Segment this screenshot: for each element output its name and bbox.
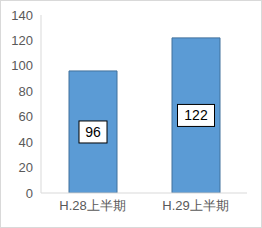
svg-text:100: 100: [11, 58, 33, 73]
svg-text:0: 0: [26, 186, 33, 201]
svg-text:40: 40: [19, 135, 33, 150]
svg-text:96: 96: [85, 124, 101, 140]
svg-text:140: 140: [11, 8, 33, 23]
svg-text:60: 60: [19, 109, 33, 124]
svg-text:122: 122: [184, 107, 208, 123]
svg-text:H.29上半期: H.29上半期: [162, 198, 228, 213]
svg-text:20: 20: [19, 160, 33, 175]
svg-text:H.28上半期: H.28上半期: [59, 198, 125, 213]
svg-text:120: 120: [11, 33, 33, 48]
svg-text:80: 80: [19, 84, 33, 99]
